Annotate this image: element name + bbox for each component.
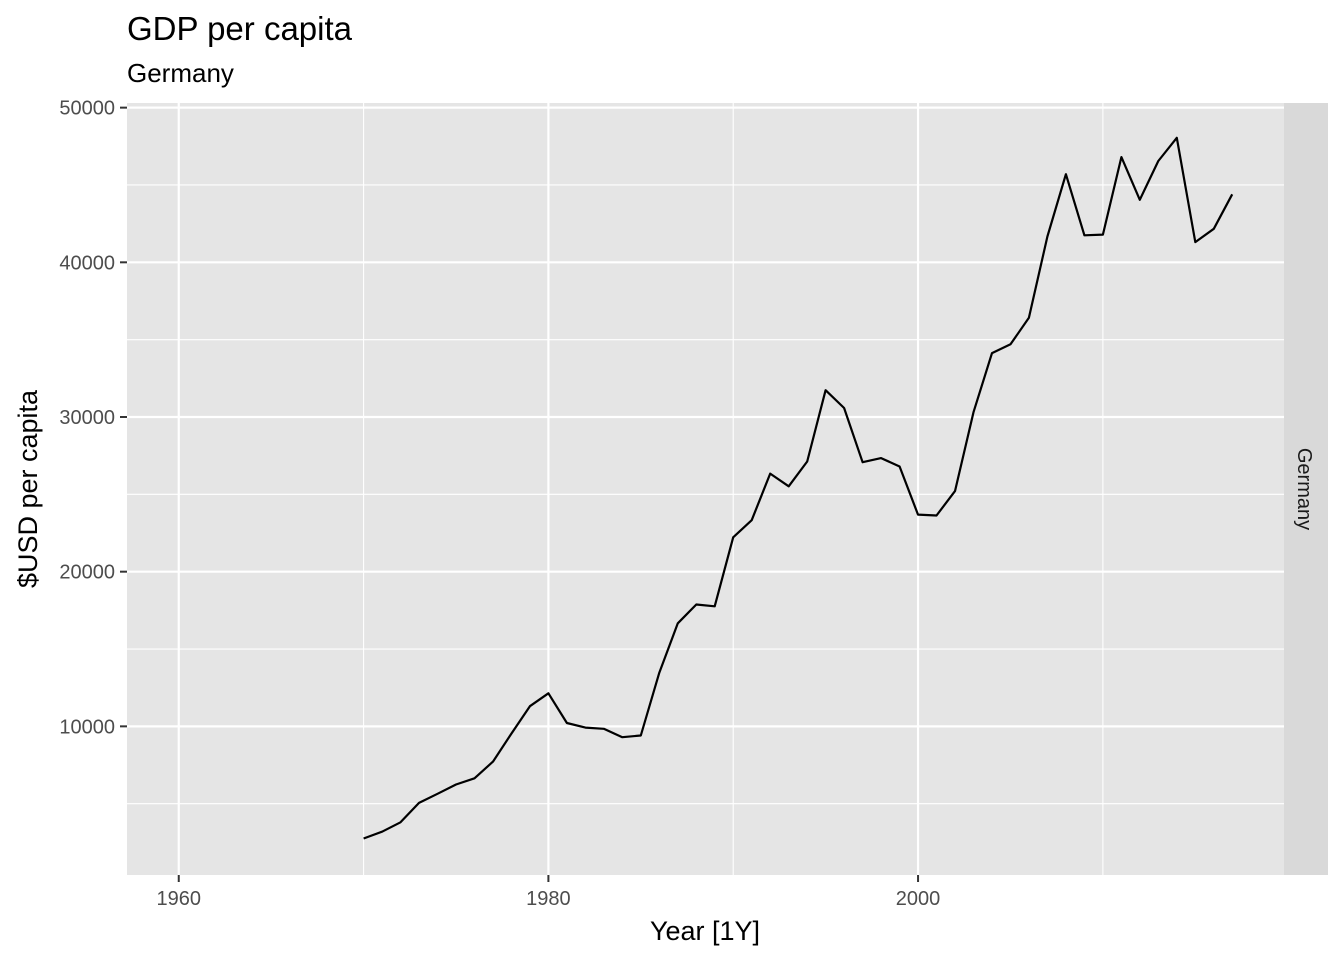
y-tick-label: 10000 bbox=[59, 716, 115, 738]
x-tick-label: 1960 bbox=[157, 888, 202, 910]
y-tick-label: 20000 bbox=[59, 562, 115, 584]
y-axis: 10000 20000 30000 40000 50000 bbox=[59, 98, 127, 738]
facet-strip bbox=[1284, 103, 1328, 875]
x-tick-label: 2000 bbox=[896, 888, 941, 910]
x-axis-title: Year [1Y] bbox=[650, 916, 760, 946]
x-tick-label: 1980 bbox=[526, 888, 571, 910]
y-tick-label: 50000 bbox=[59, 98, 115, 120]
y-tick-label: 30000 bbox=[59, 407, 115, 429]
major-gridlines bbox=[127, 103, 1284, 875]
chart-subtitle: Germany bbox=[127, 58, 234, 88]
plot-panel bbox=[127, 103, 1284, 875]
chart-title: GDP per capita bbox=[127, 10, 353, 47]
x-axis: 1960 1980 2000 bbox=[157, 875, 941, 910]
series-line-germany bbox=[363, 136, 1234, 840]
y-tick-label: 40000 bbox=[59, 252, 115, 274]
y-axis-title: $USD per capita bbox=[13, 389, 43, 588]
facet-strip-label: Germany bbox=[1293, 448, 1315, 530]
